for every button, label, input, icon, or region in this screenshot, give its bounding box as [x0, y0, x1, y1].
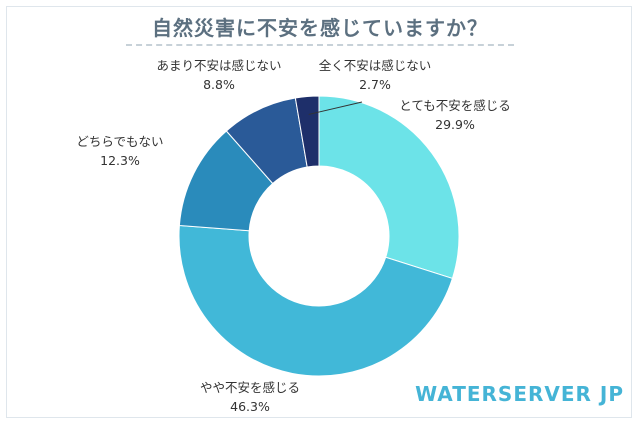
- slice-label-value: 29.9%: [435, 117, 475, 132]
- slice-label-value: 46.3%: [230, 399, 270, 414]
- slice-label-name: どちらでもない: [76, 134, 163, 149]
- slice-label-name: やや不安を感じる: [200, 380, 300, 395]
- slice-label: あまり不安は感じない 8.8%: [156, 58, 281, 92]
- chart-title: 自然災害に不安を感じていますか？: [152, 16, 488, 40]
- slice-label-value: 8.8%: [203, 77, 235, 92]
- title-underline: [126, 44, 514, 46]
- leader-line: [308, 101, 363, 115]
- chart-frame: [6, 6, 632, 418]
- slice-label-value: 12.3%: [100, 153, 140, 168]
- pie-slice: [178, 224, 454, 377]
- slice-label-name: 全く不安は感じない: [319, 58, 432, 73]
- pie-slice: [318, 95, 460, 280]
- slice-label: とても不安を感じる 29.9%: [399, 98, 511, 132]
- slice-label: どちらでもない 12.3%: [76, 134, 163, 168]
- slice-label-value: 2.7%: [359, 77, 391, 92]
- slice-label: 全く不安は感じない 2.7%: [319, 58, 432, 92]
- slice-label-name: とても不安を感じる: [399, 98, 511, 113]
- brand-logo: WATERSERVER JP: [415, 382, 624, 406]
- slice-label: やや不安を感じる 46.3%: [200, 380, 300, 414]
- slice-label-name: あまり不安は感じない: [156, 58, 281, 73]
